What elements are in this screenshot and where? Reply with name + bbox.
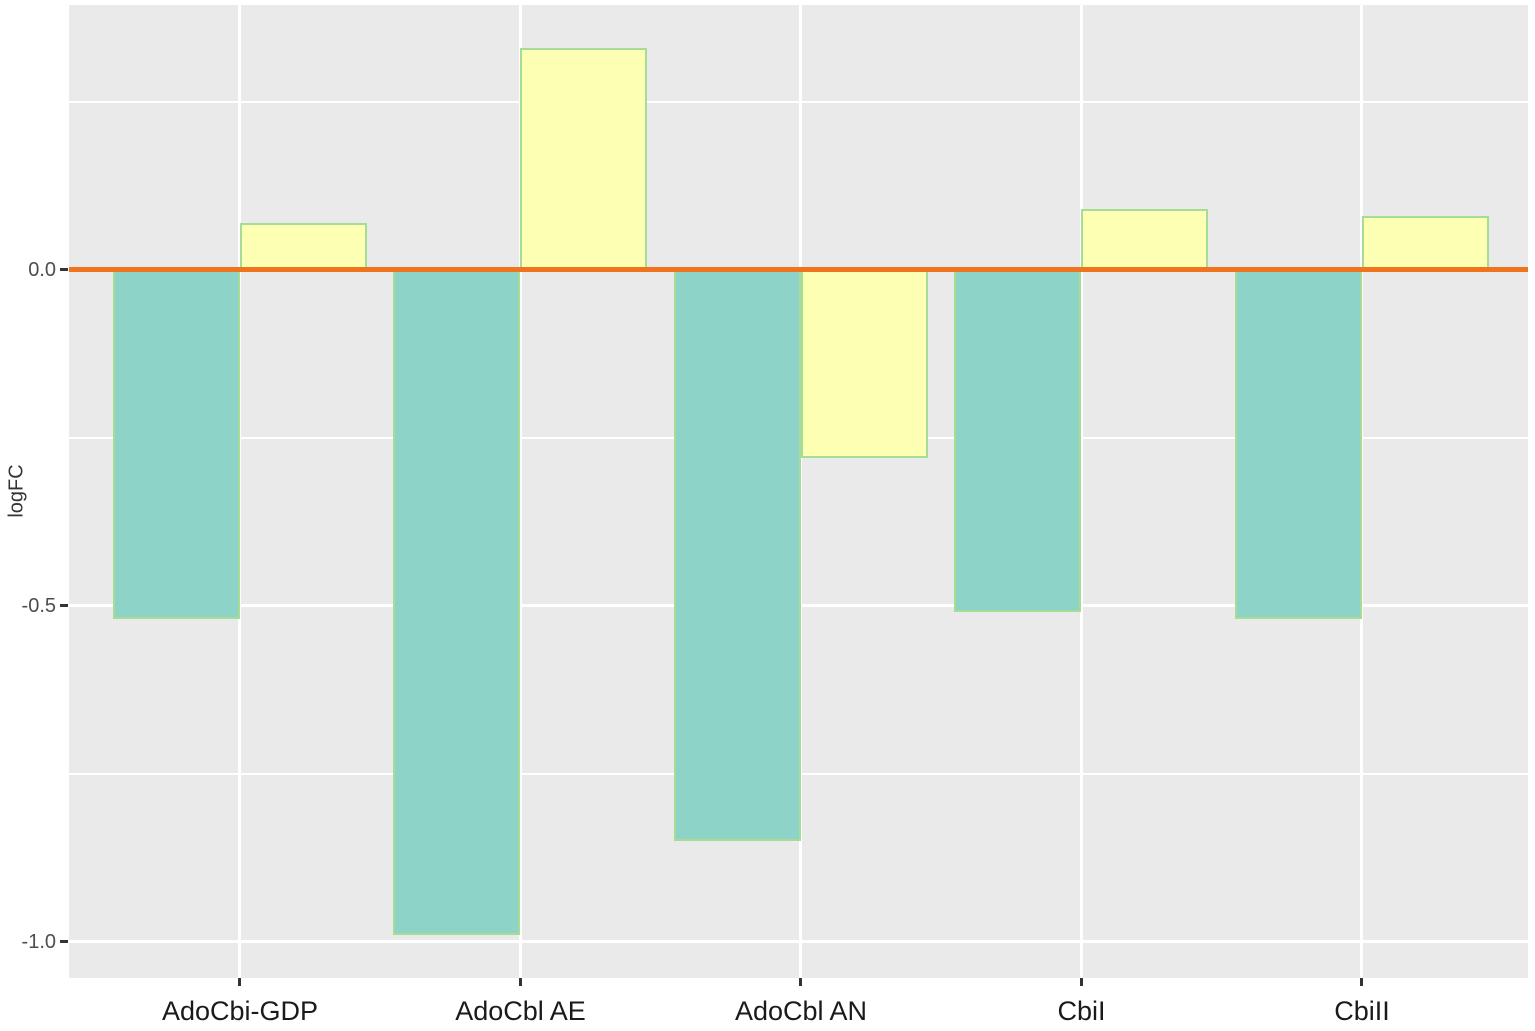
y-tick-label: -0.5	[21, 594, 56, 617]
bar-AdoCbl-AE-teal	[393, 269, 521, 935]
plot-panel	[69, 5, 1528, 978]
y-tick-mark	[60, 940, 68, 944]
bar-CbiII-yellow	[1361, 215, 1489, 270]
category-gridline	[799, 5, 803, 978]
category-gridline	[1079, 5, 1083, 978]
bar-AdoCbl-AN-teal	[673, 269, 801, 841]
x-tick-label: AdoCbl AN	[734, 996, 868, 1026]
y-tick-label: -1.0	[21, 930, 56, 953]
x-tick-mark	[1360, 978, 1364, 986]
bar-AdoCbl-AN-yellow	[800, 269, 928, 458]
x-tick-mark	[238, 978, 242, 986]
bar-CbiI-yellow	[1081, 209, 1209, 270]
category-gridline	[518, 5, 522, 978]
major-gridline	[69, 940, 1528, 944]
y-axis-title: logFC	[5, 464, 28, 518]
x-tick-label: AdoCbi-GDP	[161, 996, 319, 1026]
y-tick-mark	[60, 604, 68, 608]
bar-CbiII-teal	[1234, 269, 1362, 620]
y-tick-mark	[60, 268, 68, 272]
category-gridline	[1360, 5, 1364, 978]
bar-CbiI-teal	[954, 269, 1082, 613]
zero-reference-line	[69, 267, 1528, 273]
y-tick-label: 0.0	[28, 258, 56, 281]
bar-AdoCbi-GDP-yellow	[239, 222, 367, 270]
x-tick-mark	[799, 978, 803, 986]
x-tick-mark	[518, 978, 522, 986]
x-tick-label: CbiI	[1057, 996, 1106, 1026]
x-tick-label: CbiII	[1334, 996, 1390, 1026]
bar-AdoCbi-GDP-teal	[112, 269, 240, 620]
x-tick-mark	[1079, 978, 1083, 986]
bar-AdoCbl-AE-yellow	[520, 48, 648, 270]
category-gridline	[238, 5, 242, 978]
x-tick-label: AdoCbl AE	[455, 996, 586, 1026]
minor-gridline	[69, 100, 1528, 103]
